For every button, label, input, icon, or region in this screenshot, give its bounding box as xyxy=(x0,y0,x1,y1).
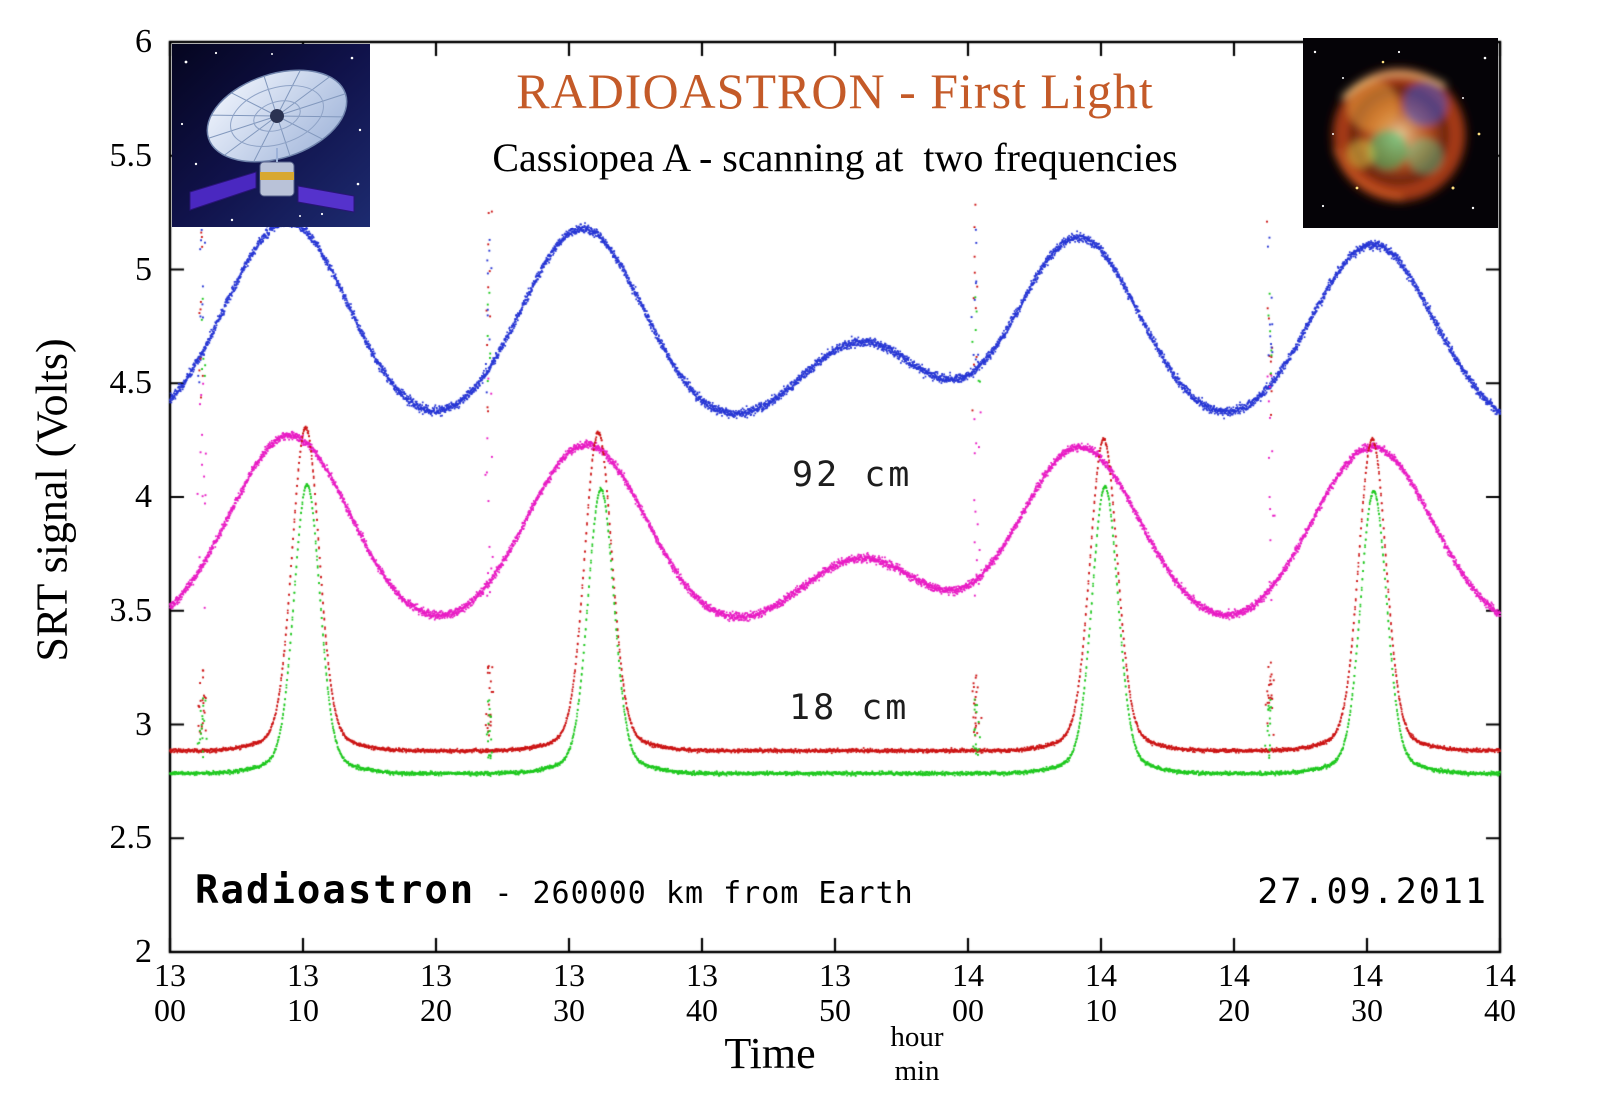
x-axis-label: Time xyxy=(724,1029,816,1078)
observation-date: 27.09.2011 xyxy=(1257,872,1488,912)
x-tick-label: 13 30 xyxy=(553,957,585,1028)
footer-note: Radioastron - 260000 km from Earth xyxy=(195,868,914,913)
x-tick-label: 13 00 xyxy=(154,957,186,1028)
y-tick-label: 5.5 xyxy=(109,136,153,174)
y-tick-label: 3 xyxy=(135,705,152,743)
x-tick-label: 13 40 xyxy=(686,957,718,1028)
y-tick-label: 4 xyxy=(135,478,152,515)
annotation-18cm: 18 cm xyxy=(789,688,910,728)
spacecraft-image xyxy=(172,44,370,227)
x-tick-label: 14 00 xyxy=(952,957,984,1028)
x-axis-units: hour min xyxy=(862,1020,972,1088)
distance-note: - 260000 km from Earth xyxy=(475,876,914,911)
x-axis-tick-labels: 13 00 13 10 13 20 13 30 13 40 13 50 14 00 14 10 14 20 14 30… xyxy=(0,958,1600,1038)
y-axis-tick-labels: 2 2.5 3 3.5 4 4.5 5 5.5 6 xyxy=(0,0,158,1120)
y-tick-label: 2.5 xyxy=(109,819,153,857)
chart-subtitle: Cassiopea A - scanning at two frequencie… xyxy=(492,135,1178,180)
x-tick-label: 14 20 xyxy=(1218,957,1250,1028)
x-tick-label: 13 20 xyxy=(420,957,452,1028)
x-tick-label: 13 50 xyxy=(819,957,851,1028)
annotation-92cm: 92 cm xyxy=(792,455,913,495)
x-axis-unit-min: min xyxy=(894,1055,940,1087)
x-axis-unit-hour: hour xyxy=(890,1021,944,1053)
chart-title: RADIOASTRON - First Light xyxy=(516,63,1154,119)
y-tick-label: 6 xyxy=(135,23,152,60)
y-tick-label: 5 xyxy=(135,250,152,288)
x-tick-label: 14 40 xyxy=(1484,957,1516,1028)
y-tick-label: 3.5 xyxy=(109,591,153,629)
cassiopeia-a-image xyxy=(1303,38,1498,228)
y-tick-label: 2 xyxy=(135,933,152,970)
mission-name: Radioastron xyxy=(195,868,476,913)
x-tick-label: 13 10 xyxy=(287,957,319,1028)
y-tick-label: 4.5 xyxy=(109,364,153,402)
x-tick-label: 14 10 xyxy=(1085,957,1117,1028)
x-tick-label: 14 30 xyxy=(1351,957,1383,1028)
